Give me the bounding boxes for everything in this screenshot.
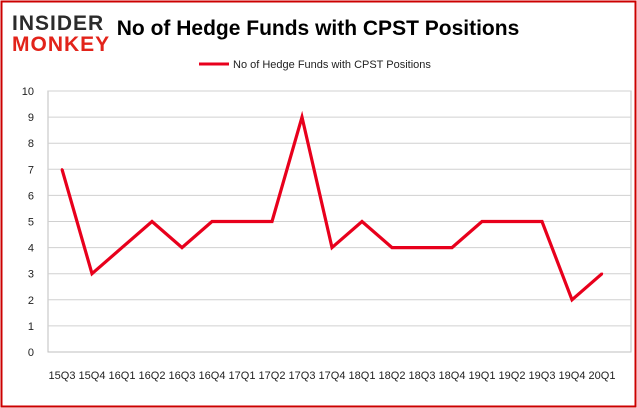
data-point <box>210 220 214 223</box>
data-point <box>390 246 394 249</box>
x-tick-label: 18Q4 <box>439 370 466 382</box>
x-tick-label: 16Q4 <box>199 370 226 382</box>
x-tick-label: 20Q1 <box>589 370 616 382</box>
chart-title: No of Hedge Funds with CPST Positions <box>117 17 520 40</box>
y-tick-label: 1 <box>28 321 34 333</box>
data-point <box>90 272 94 275</box>
y-tick-label: 2 <box>28 295 34 307</box>
y-tick-label: 4 <box>28 243 34 255</box>
x-tick-label: 17Q3 <box>289 370 316 382</box>
legend-label: No of Hedge Funds with CPST Positions <box>233 59 431 71</box>
x-tick-label: 17Q1 <box>229 370 256 382</box>
logo-line2: MONKEY <box>12 33 110 56</box>
x-tick-label: 16Q1 <box>109 370 136 382</box>
y-tick-label: 3 <box>28 269 34 281</box>
y-axis-ticks: 0 1 2 3 4 5 6 7 8 9 10 <box>22 86 34 359</box>
x-tick-label: 15Q3 <box>49 370 76 382</box>
logo-line1: INSIDER <box>12 12 104 35</box>
y-tick-label: 0 <box>28 347 34 359</box>
x-tick-label: 19Q1 <box>469 370 496 382</box>
data-point <box>450 246 454 249</box>
data-point <box>360 220 364 223</box>
data-point <box>60 168 64 171</box>
data-point <box>480 220 484 223</box>
data-point <box>540 220 544 223</box>
data-point <box>300 115 304 119</box>
x-tick-label: 15Q4 <box>79 370 106 382</box>
data-point <box>120 246 124 249</box>
y-tick-label: 9 <box>28 112 34 124</box>
x-tick-label: 18Q3 <box>409 370 436 382</box>
data-point <box>270 220 274 223</box>
gridlines <box>48 90 631 327</box>
data-point <box>420 246 424 249</box>
data-point <box>510 220 514 223</box>
y-tick-label: 10 <box>22 86 34 98</box>
x-tick-label: 16Q3 <box>169 370 196 382</box>
y-tick-label: 7 <box>28 164 34 176</box>
y-tick-label: 6 <box>28 190 34 202</box>
x-tick-label: 19Q3 <box>529 370 556 382</box>
x-tick-label: 16Q2 <box>139 370 166 382</box>
chart-legend: No of Hedge Funds with CPST Positions <box>199 59 431 71</box>
data-point <box>240 220 244 223</box>
x-tick-label: 17Q2 <box>259 370 286 382</box>
y-tick-label: 8 <box>28 138 34 150</box>
data-point <box>570 298 574 301</box>
y-tick-label: 5 <box>28 217 34 229</box>
insider-monkey-logo: INSIDER MONKEY <box>12 12 110 56</box>
x-axis-ticks: 15Q3 15Q4 16Q1 16Q2 16Q3 16Q4 17Q1 17Q2 17Q3 17Q4… <box>49 370 616 382</box>
data-point <box>180 246 184 249</box>
data-point <box>330 246 334 249</box>
x-tick-label: 18Q2 <box>379 370 406 382</box>
x-tick-label: 19Q4 <box>559 370 586 382</box>
x-tick-label: 18Q1 <box>349 370 376 382</box>
series-layer <box>60 110 604 303</box>
data-point <box>150 220 154 223</box>
x-tick-label: 19Q2 <box>499 370 526 382</box>
data-point <box>600 272 604 275</box>
x-tick-label: 17Q4 <box>319 370 346 382</box>
